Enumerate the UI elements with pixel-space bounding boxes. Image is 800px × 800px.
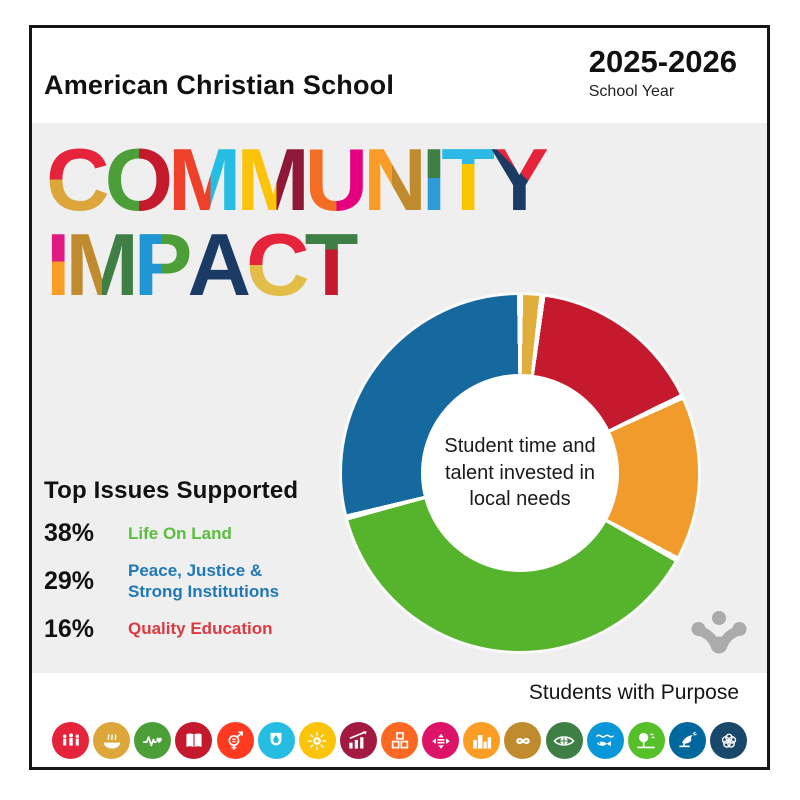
title-letter: P (133, 215, 193, 315)
reduced-inequalities-icon (422, 722, 460, 759)
title-letter: O (104, 130, 174, 229)
issue-label: Peace, Justice & Strong Institutions (128, 561, 280, 602)
school-name: American Christian School (44, 70, 395, 100)
zero-hunger-icon (93, 722, 131, 759)
title-letter: I (421, 130, 447, 229)
life-below-water-icon (586, 722, 624, 759)
title-letter: C (46, 130, 110, 229)
title-line-impact: IMPACT (46, 215, 544, 315)
impact-donut-chart: Student time and talent invested in loca… (342, 295, 698, 651)
top-issues-heading: Top Issues Supported (44, 477, 299, 504)
gender-equality-icon (216, 722, 254, 759)
quality-education-icon (175, 722, 213, 759)
students-with-purpose-logo-icon (690, 609, 748, 655)
climate-action-icon (545, 722, 583, 759)
industry-innovation-icon (381, 722, 418, 759)
top-issues-list: 38% Life On Land 29% Peace, Justice & Stron… (44, 519, 354, 644)
title-letter: U (304, 130, 369, 229)
donut-center-label: Student time and talent invested in loca… (444, 435, 596, 511)
title-letter: T (304, 215, 359, 315)
issue-percent: 16% (44, 614, 95, 643)
issue-label: Quality Education (128, 619, 273, 639)
title-letter: M (65, 215, 139, 315)
brand-name: Students with Purpose (528, 681, 739, 704)
no-poverty-icon (52, 722, 89, 759)
content-panel: COMMUNITY IMPACT Student time and talent… (32, 123, 767, 673)
school-year-value: 2025-2026 (588, 44, 737, 79)
life-on-land-icon (627, 722, 665, 759)
school-year-label: School Year (588, 83, 675, 100)
title-letter: N (363, 130, 427, 229)
peace-justice-icon (668, 722, 706, 759)
issue-percent: 29% (44, 566, 95, 595)
donut-center: Student time and talent invested in loca… (421, 374, 619, 572)
issue-row: 16% Quality Education (44, 615, 354, 644)
title-line-community: COMMUNITY (46, 130, 549, 229)
school-year-block: 2025-2026 School Year (589, 44, 737, 101)
issue-row: 38% Life On Land (44, 519, 354, 548)
title-letter: T (441, 130, 495, 229)
good-health-icon (134, 722, 172, 759)
title-letter: I (46, 215, 71, 315)
economic-growth-icon (339, 722, 377, 759)
sustainable-cities-icon (463, 722, 501, 759)
issue-row: 29% Peace, Justice & Strong Institutions (44, 560, 354, 603)
title-letter: C (246, 215, 310, 315)
responsible-consumption-icon (504, 722, 542, 759)
border-frame: American Christian School 2025-2026 Scho… (29, 25, 770, 770)
clean-water-icon (257, 722, 295, 759)
issue-percent: 38% (44, 519, 95, 547)
clean-energy-icon (298, 722, 336, 759)
top-issues-panel: Top Issues Supported 38% Life On Land 29% P… (44, 477, 354, 656)
title-letter: M (168, 130, 242, 229)
title-letter: M (236, 130, 310, 229)
partnerships-icon (710, 722, 747, 759)
title-letter: Y (489, 130, 549, 229)
title-letter: A (187, 215, 252, 315)
page-title: COMMUNITY IMPACT (46, 130, 549, 315)
sdg-icons-row (52, 722, 747, 759)
issue-label: Life On Land (128, 523, 232, 543)
